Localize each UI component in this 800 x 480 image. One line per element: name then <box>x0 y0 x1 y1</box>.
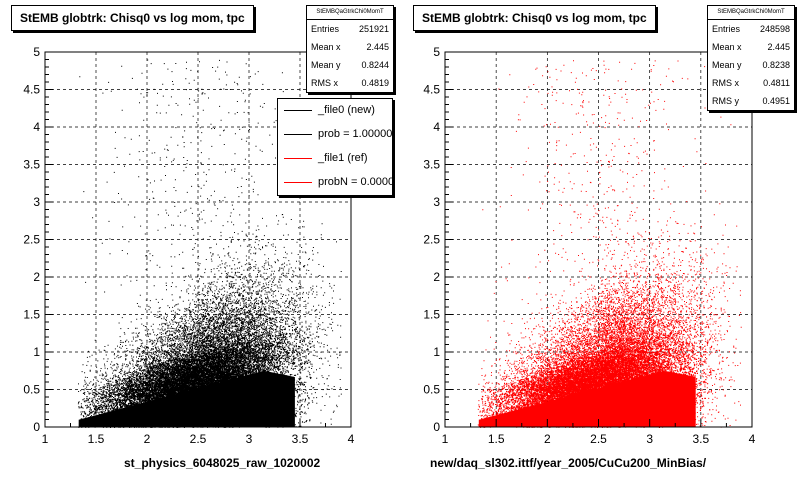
y-tick-label: 3.5 <box>23 158 40 172</box>
y-tick-label: 0 <box>433 420 440 434</box>
stats-row: Entries 248598 <box>712 24 790 34</box>
stats-row: RMS x 0.4819 <box>311 78 389 88</box>
legend-box: _file0 (new) prob = 1.000000 _file1 (ref… <box>277 98 393 196</box>
y-tick-label: 2 <box>33 270 40 284</box>
y-tick-label: 4.5 <box>423 83 440 97</box>
scatter-dots <box>77 59 342 428</box>
y-tick-label: 4 <box>433 120 440 134</box>
y-tick-label: 1.5 <box>423 308 440 322</box>
y-tick-label: 5 <box>433 45 440 59</box>
x-tick-label: 1 <box>42 432 49 446</box>
left-x-axis-label: st_physics_6048025_raw_1020002 <box>124 456 321 470</box>
y-tick-label: 1.5 <box>23 308 40 322</box>
y-tick-label: 2 <box>433 270 440 284</box>
right-scatter-plot: 1 1.5 2 2.5 3 3.5 4 0 0.5 1 1.5 2 2.5 3 3.5 4 4.5 5 <box>423 45 756 446</box>
legend-entry: _file0 (new) <box>278 99 392 123</box>
right-stats-name: StEMBQaGtrkChi0MomT <box>708 6 794 20</box>
x-tick-label: 4 <box>348 432 355 446</box>
y-tick-label: 2.5 <box>423 233 440 247</box>
y-tick-label: 0 <box>33 420 40 434</box>
right-x-axis-label: new/daq_sl302.ittf/year_2005/CuCu200_Min… <box>430 456 707 470</box>
right-stats-box: StEMBQaGtrkChi0MomT Entries 248598 Mean x… <box>707 5 795 111</box>
legend-entry: prob = 1.000000 <box>278 123 392 147</box>
y-tick-label: 2.5 <box>23 233 40 247</box>
left-stats-name: StEMBQaGtrkChi0MomT <box>307 6 393 20</box>
left-histogram-panel: 1 1.5 2 2.5 3 3.5 4 0 0.5 1 1.5 2 2.5 3 3.5 4 4.5 5 StEMB… <box>11 5 394 470</box>
legend-entry: _file1 (ref) <box>278 147 392 171</box>
scatter-points <box>77 59 342 428</box>
right-histogram-panel: 1 1.5 2 2.5 3 3.5 4 0 0.5 1 1.5 2 2.5 3 3.5 4 4.5 5 StEMB… <box>400 0 800 480</box>
right-plot-title: StEMB globtrk: Chisq0 vs log mom, tpc <box>413 5 656 31</box>
x-tick-label: 1.5 <box>488 432 505 446</box>
stats-row: Entries 251921 <box>311 24 389 34</box>
dense-core-region <box>78 371 295 427</box>
x-tick-label: 2 <box>144 432 151 446</box>
y-tick-label: 0.5 <box>423 383 440 397</box>
x-tick-label: 4 <box>749 432 756 446</box>
stats-row: Mean x 2.445 <box>712 42 790 52</box>
legend-entry: probN = 0.000031 <box>278 171 392 195</box>
dense-core-region <box>478 371 696 427</box>
y-tick-label: 4.5 <box>23 83 40 97</box>
left-stats-box: StEMBQaGtrkChi0MomT Entries 251921 Mean x… <box>306 5 394 93</box>
stats-row: Mean x 2.445 <box>311 42 389 52</box>
x-tick-label: 2.5 <box>190 432 207 446</box>
x-tick-label: 1 <box>442 432 449 446</box>
stats-row: RMS x 0.4811 <box>712 78 790 88</box>
left-plot-title: StEMB globtrk: Chisq0 vs log mom, tpc <box>11 5 254 31</box>
y-tick-label: 3 <box>33 195 40 209</box>
x-tick-label: 3 <box>246 432 253 446</box>
x-tick-label: 1.5 <box>88 432 105 446</box>
stats-row: RMS y 0.4951 <box>712 96 790 106</box>
x-tick-label: 3.5 <box>692 432 709 446</box>
y-tick-label: 1 <box>33 345 40 359</box>
y-tick-label: 3 <box>433 195 440 209</box>
y-tick-label: 4 <box>33 120 40 134</box>
x-tick-label: 2.5 <box>590 432 607 446</box>
y-tick-label: 3.5 <box>423 158 440 172</box>
y-tick-label: 1 <box>433 345 440 359</box>
stats-row: Mean y 0.8244 <box>311 60 389 70</box>
x-tick-label: 3.5 <box>292 432 309 446</box>
x-tick-label: 2 <box>544 432 551 446</box>
y-tick-label: 0.5 <box>23 383 40 397</box>
stats-row: Mean y 0.8238 <box>712 60 790 70</box>
x-tick-label: 3 <box>646 432 653 446</box>
y-tick-label: 5 <box>33 45 40 59</box>
